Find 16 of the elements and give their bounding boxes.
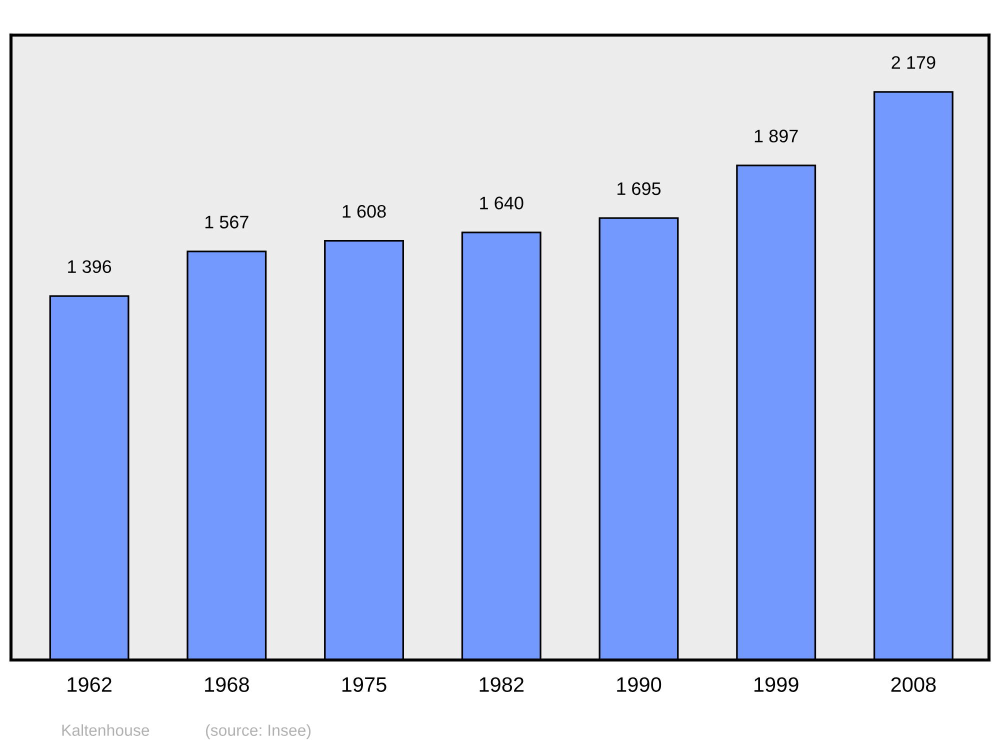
data-label: 1 695 [618,182,661,196]
x-tick-label: 1999 [754,677,798,692]
data-label: 1 567 [205,216,248,228]
data-label: 1 608 [342,204,386,218]
text: Kaltenhouse [62,724,150,736]
x-tick-label: 2008 [891,677,936,692]
data-label: 1 897 [754,130,798,142]
data-label: 1 640 [480,196,524,210]
data-label: 1 396 [68,260,112,274]
x-tick-label: 1990 [617,677,662,692]
x-tick-label: 1962 [68,677,112,692]
data-label: 2 179 [892,56,936,69]
text: (source: Insee) [206,724,311,740]
x-tick-label: 1975 [342,677,386,692]
x-tick-label: 1968 [205,677,249,692]
x-tick-label: 1982 [480,677,524,692]
